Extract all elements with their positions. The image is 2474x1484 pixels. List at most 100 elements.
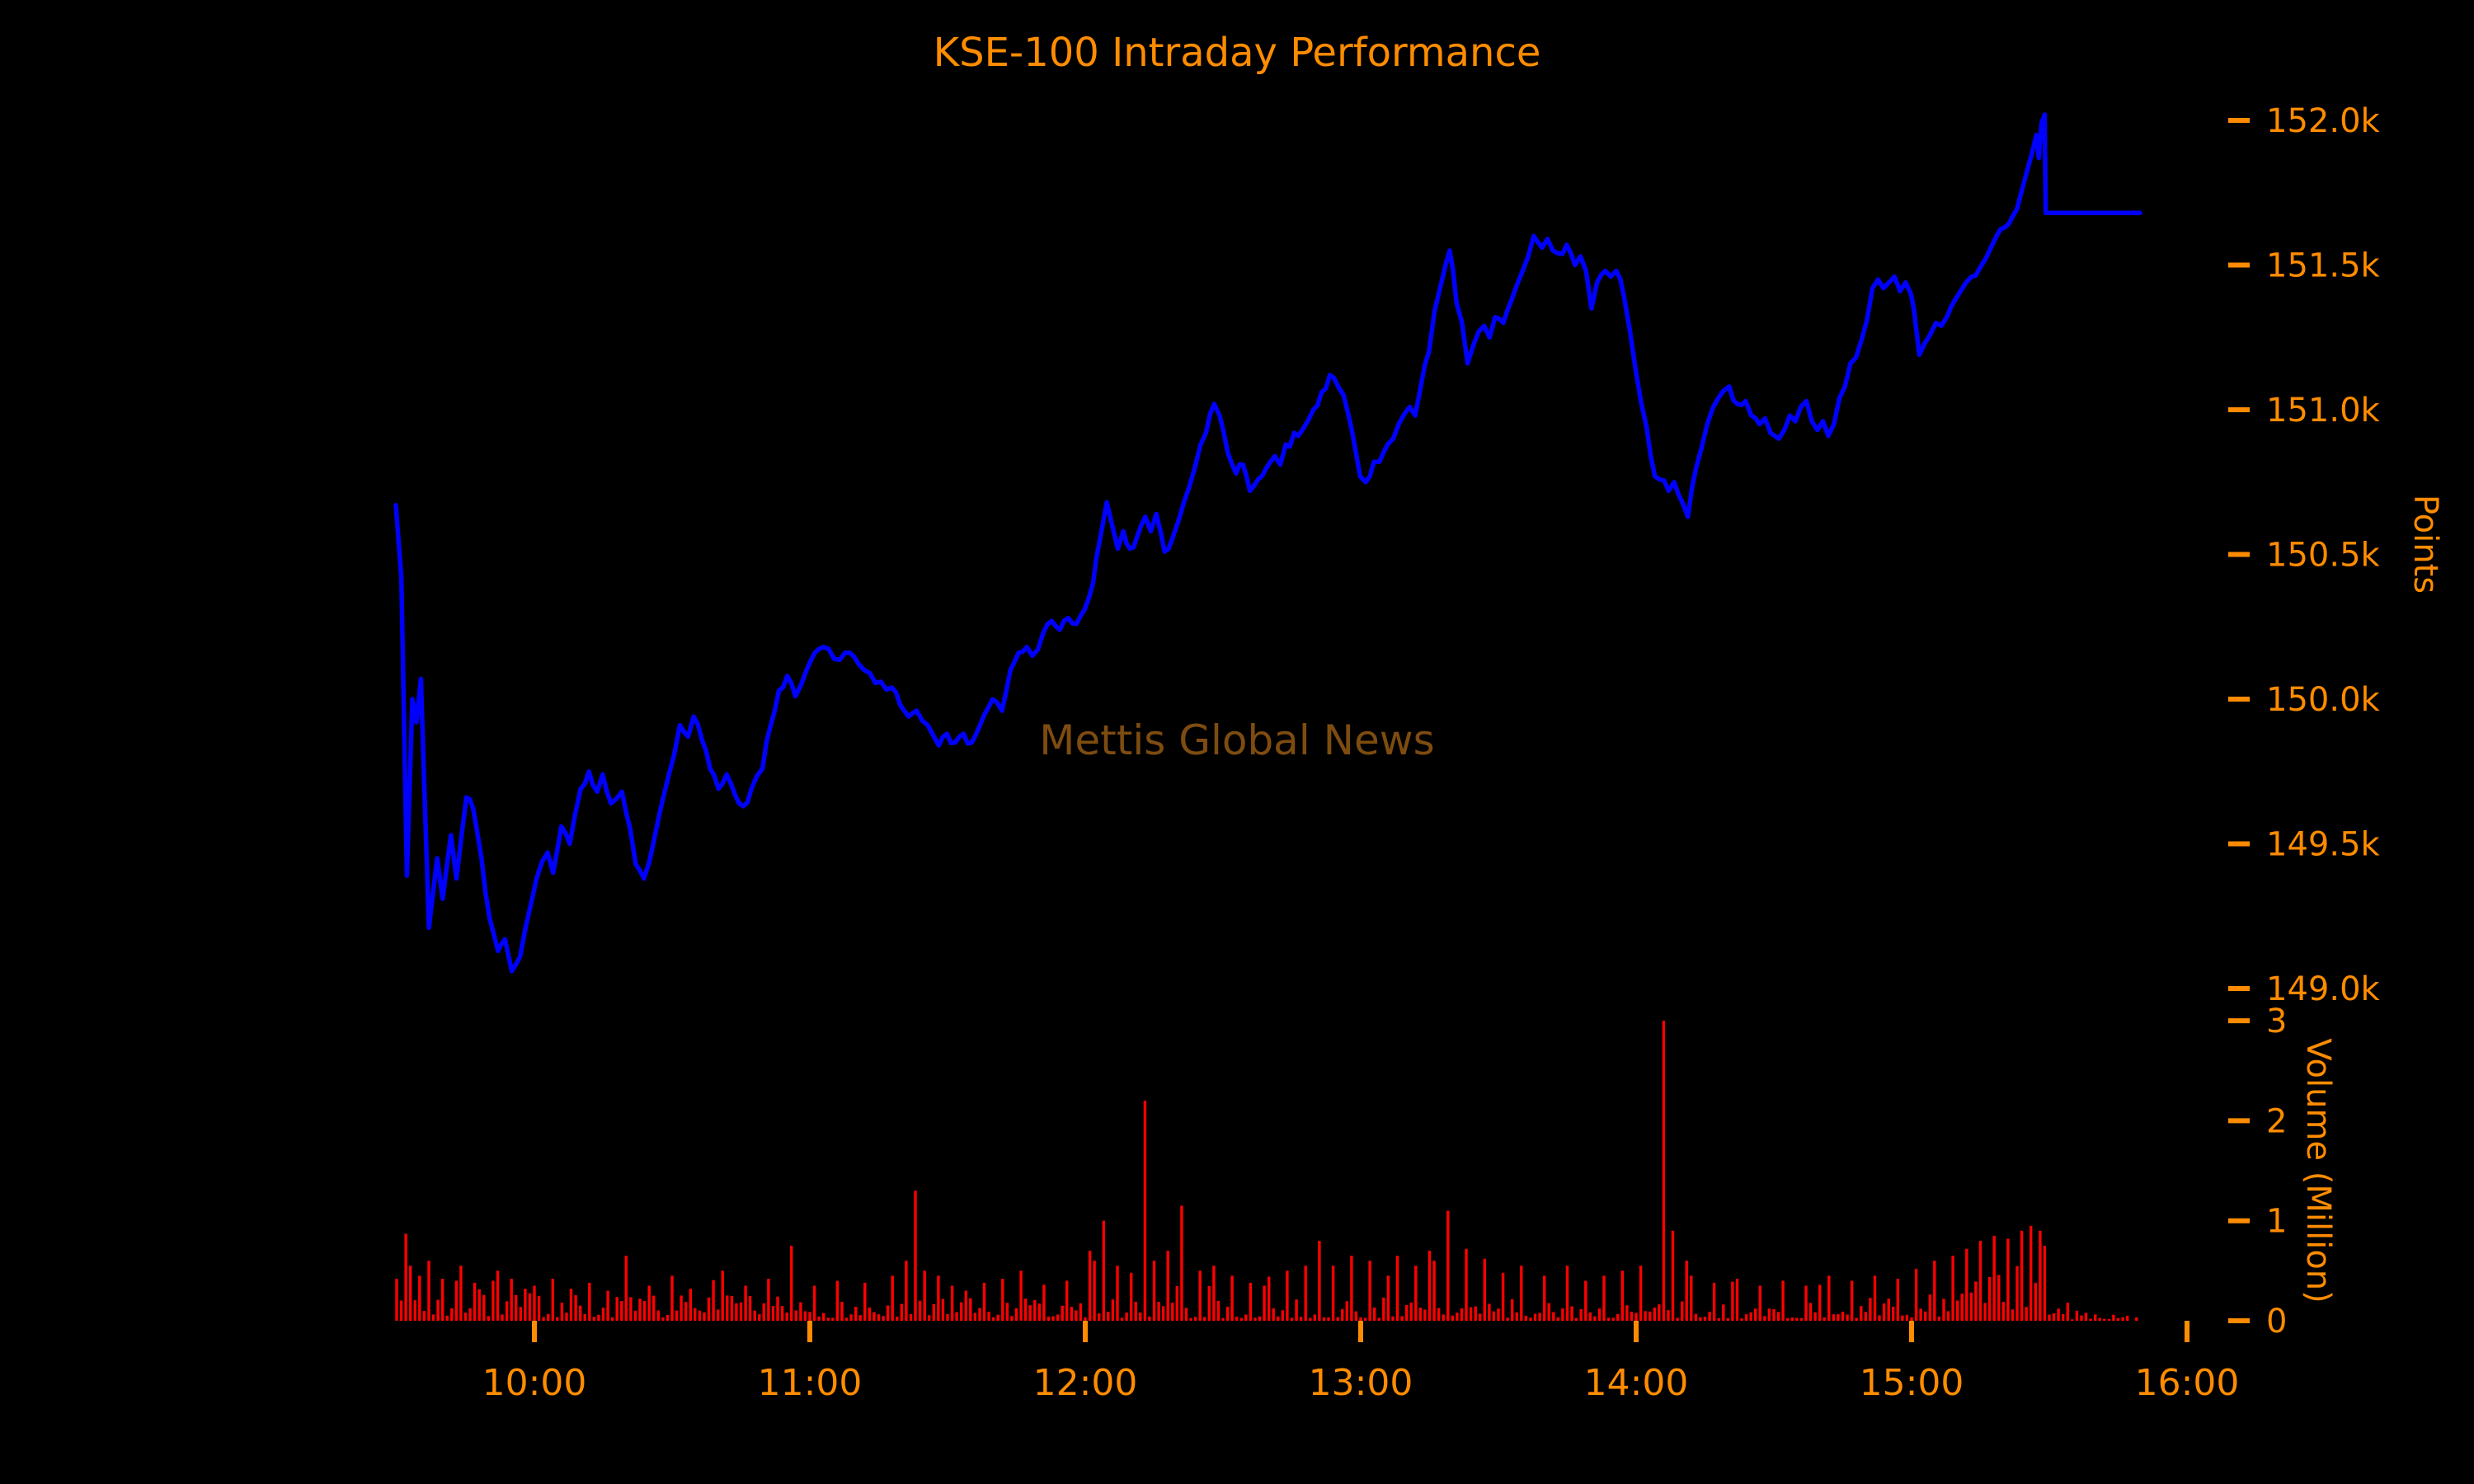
volume-bar xyxy=(1754,1308,1757,1321)
volume-bar xyxy=(1322,1317,1326,1321)
volume-bar xyxy=(629,1297,633,1321)
volume-bar xyxy=(992,1317,995,1321)
volume-bar xyxy=(528,1293,532,1321)
volume-bar xyxy=(1161,1306,1165,1321)
volume-bar xyxy=(537,1295,541,1321)
volume-bar xyxy=(817,1316,821,1321)
volume-bar xyxy=(1708,1312,1711,1321)
volume-bar xyxy=(1565,1266,1569,1321)
volume-bar xyxy=(941,1298,945,1321)
volume-bar xyxy=(973,1313,977,1321)
volume-bar xyxy=(1203,1317,1206,1321)
volume-bar xyxy=(799,1302,802,1321)
volume-bar xyxy=(1171,1303,1174,1321)
volume-bar xyxy=(1189,1317,1192,1321)
volume-bar xyxy=(473,1282,477,1321)
volume-bar xyxy=(1846,1314,1849,1321)
volume-bar xyxy=(487,1316,490,1321)
volume-bar xyxy=(1042,1284,1046,1321)
volume-bar xyxy=(2107,1318,2111,1321)
volume-bar xyxy=(822,1313,825,1321)
volume-bar xyxy=(960,1302,963,1321)
volume-bar xyxy=(1694,1313,1698,1321)
volume-bar xyxy=(1313,1314,1316,1321)
volume-bar xyxy=(661,1317,665,1321)
volume-bar xyxy=(1281,1310,1285,1321)
volume-bar xyxy=(1198,1270,1202,1321)
volume-bar xyxy=(721,1270,724,1321)
volume-bar xyxy=(1028,1305,1032,1321)
time-tick-label: 11:00 xyxy=(758,1362,863,1404)
volume-bar xyxy=(1547,1303,1550,1321)
volume-bar xyxy=(477,1289,481,1321)
volume-bar xyxy=(1969,1292,1973,1321)
volume-bar xyxy=(1212,1266,1216,1321)
volume-bar xyxy=(1120,1317,1124,1321)
volume-bars-series xyxy=(395,1021,2138,1321)
points-tick-label: 151.0k xyxy=(2266,392,2381,430)
volume-bar xyxy=(1102,1220,1105,1321)
volume-bar xyxy=(1331,1266,1335,1321)
volume-bar xyxy=(1244,1314,1248,1321)
volume-bar xyxy=(1511,1298,1514,1321)
points-tick-label: 152.0k xyxy=(2266,102,2381,140)
volume-bar xyxy=(597,1314,600,1321)
points-y-axis: 152.0k 151.5k 151.0k 150.5k 150.0k 149.5k 149.… xyxy=(2228,102,2381,1008)
volume-bar xyxy=(877,1314,881,1321)
volume-bar xyxy=(826,1317,830,1321)
volume-bar xyxy=(1905,1314,1909,1321)
volume-bar xyxy=(1479,1313,1482,1321)
volume-bar xyxy=(1790,1317,1794,1321)
volume-bar xyxy=(767,1279,770,1321)
volume-bar xyxy=(666,1315,670,1321)
volume-bar xyxy=(1469,1307,1473,1321)
volume-bar xyxy=(1795,1317,1799,1321)
volume-bar xyxy=(680,1295,683,1321)
volume-bar xyxy=(1786,1318,1790,1321)
volume-bar xyxy=(1561,1308,1564,1321)
volume-bar xyxy=(1892,1306,1895,1321)
volume-bar xyxy=(1286,1270,1289,1321)
volume-tick-label: 0 xyxy=(2266,1303,2287,1341)
volume-bar xyxy=(969,1298,972,1321)
volume-bar xyxy=(1341,1308,1344,1321)
volume-bar xyxy=(1070,1307,1073,1321)
volume-bar xyxy=(1924,1311,1927,1321)
volume-bar xyxy=(1235,1317,1239,1321)
volume-bar xyxy=(1864,1312,1867,1321)
volume-bar xyxy=(496,1270,500,1321)
volume-bar xyxy=(739,1302,743,1321)
volume-bar xyxy=(1418,1308,1423,1321)
volume-bar xyxy=(2048,1314,2051,1321)
volume-bar xyxy=(427,1261,430,1321)
volume-bar xyxy=(560,1303,564,1321)
volume-bar xyxy=(955,1312,958,1321)
volume-bar xyxy=(1630,1312,1634,1321)
volume-bar xyxy=(835,1280,840,1321)
volume-bar xyxy=(1501,1272,1505,1321)
volume-bar xyxy=(441,1279,444,1321)
volume-bar xyxy=(620,1301,623,1321)
volume-bar xyxy=(886,1305,890,1321)
volume-bar xyxy=(1460,1308,1464,1321)
volume-bar xyxy=(1405,1305,1409,1321)
volume-bar xyxy=(1606,1317,1611,1321)
volume-bar xyxy=(2094,1314,2097,1321)
volume-tick-label: 1 xyxy=(2266,1203,2287,1241)
volume-bar xyxy=(758,1314,761,1321)
volume-bar xyxy=(1239,1317,1243,1321)
time-tick-label: 14:00 xyxy=(1584,1362,1689,1404)
volume-bar xyxy=(1956,1300,1959,1321)
volume-bar xyxy=(2080,1315,2083,1321)
volume-bar xyxy=(1960,1294,1964,1321)
volume-bar xyxy=(1744,1314,1748,1321)
volume-bar xyxy=(463,1313,468,1321)
volume-bar xyxy=(1010,1316,1014,1321)
volume-bar xyxy=(1933,1261,1936,1321)
volume-bar xyxy=(1676,1317,1679,1321)
volume-bar xyxy=(987,1312,990,1321)
volume-bar xyxy=(1887,1298,1890,1321)
volume-bar xyxy=(1740,1318,1743,1321)
